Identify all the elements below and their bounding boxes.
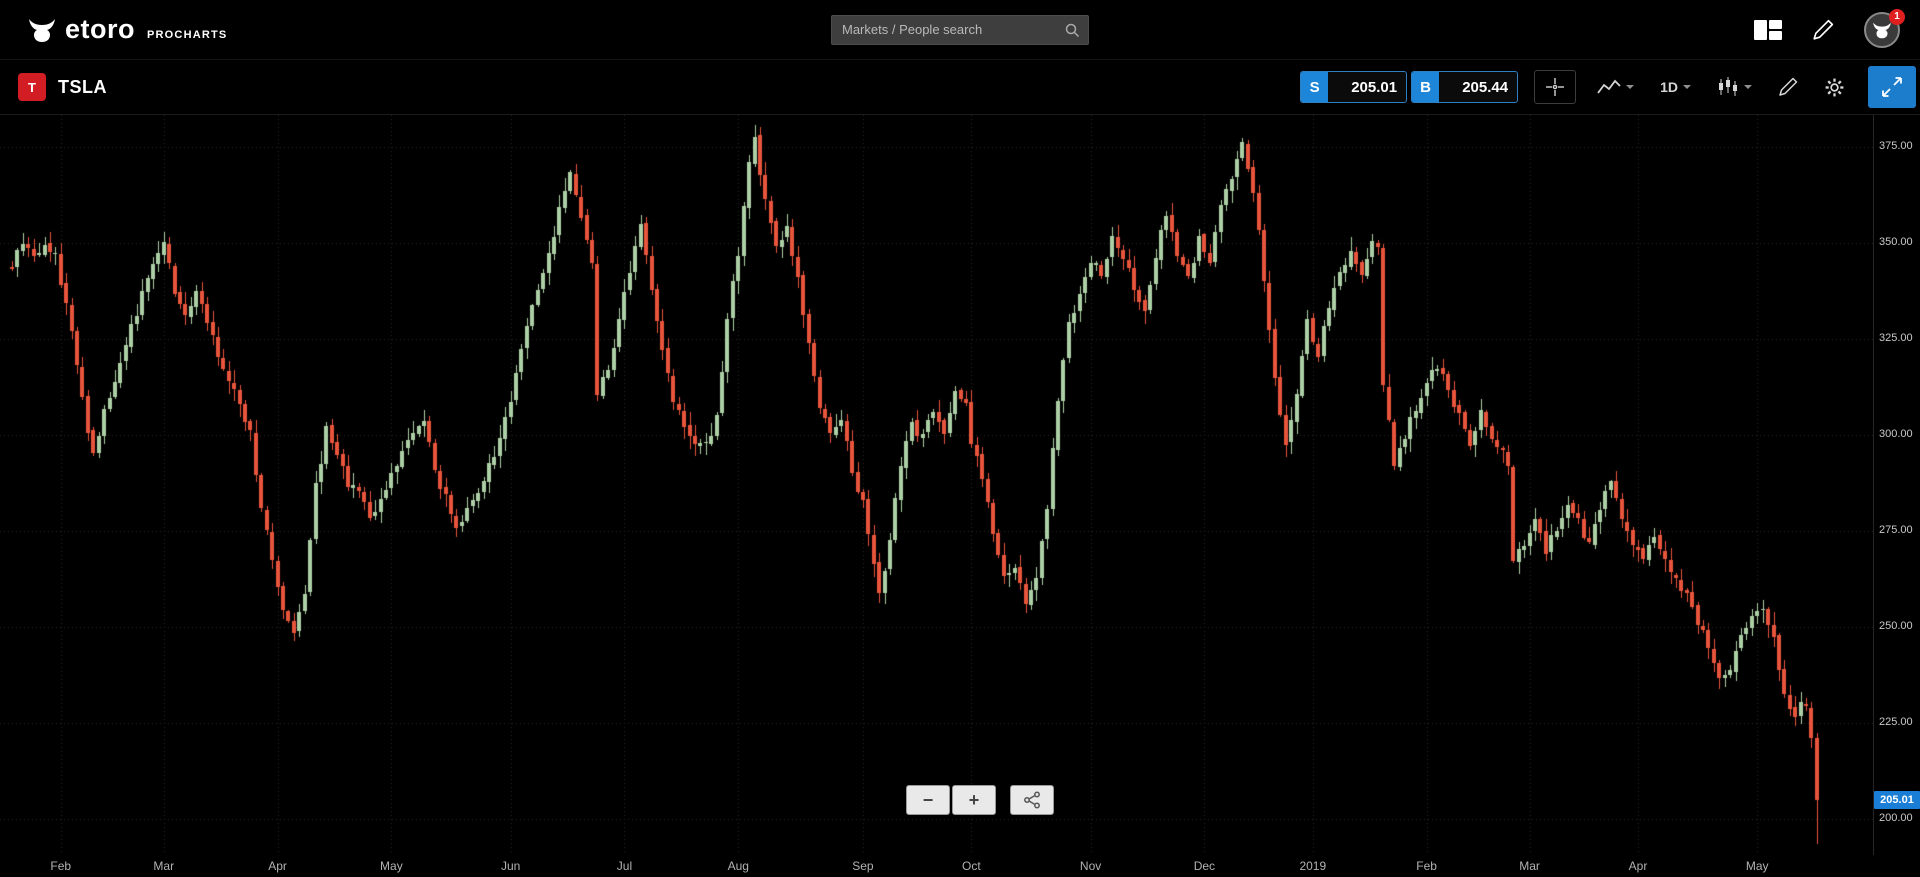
- price-axis-label: 200.00: [1879, 812, 1913, 824]
- time-axis-label: Sep: [852, 859, 874, 873]
- time-axis-label: Mar: [153, 859, 175, 873]
- buy-button[interactable]: B 205.44: [1411, 71, 1519, 103]
- toolbar-actions: S 205.01 B 205.44: [1300, 66, 1920, 108]
- brand-subtitle: PROCHARTS: [147, 29, 228, 41]
- time-axis-label: Nov: [1079, 859, 1102, 873]
- line-chart-icon: [1597, 78, 1621, 96]
- crosshair-button[interactable]: [1534, 70, 1577, 104]
- draw-pencil-icon: [1778, 77, 1798, 97]
- pencil-icon: [1812, 19, 1834, 41]
- time-axis-label: Feb: [50, 859, 72, 873]
- time-axis-label: Oct: [961, 859, 981, 873]
- share-icon: [1023, 791, 1041, 809]
- avatar[interactable]: 1: [1864, 8, 1905, 48]
- time-axis-label: Aug: [727, 859, 749, 873]
- expand-arrows-icon: [1881, 76, 1903, 98]
- time-axis-label: Jun: [500, 859, 521, 873]
- price-axis-label: 325.00: [1879, 332, 1913, 344]
- chevron-down-icon: [1744, 85, 1752, 89]
- timeframe-button[interactable]: 1D: [1655, 75, 1696, 99]
- tsla-logo: T: [18, 73, 46, 101]
- etoro-logo[interactable]: etoro PROCHARTS: [0, 16, 227, 43]
- time-axis-label: Apr: [1628, 859, 1648, 873]
- sell-price: 205.01: [1351, 78, 1398, 96]
- chart-toolbar: T TSLA S 205.01 B 205.44: [0, 59, 1920, 115]
- layout-grid-button[interactable]: [1754, 19, 1782, 40]
- search-input[interactable]: [832, 22, 1064, 37]
- share-button[interactable]: [1010, 785, 1054, 815]
- zoom-in-button[interactable]: +: [952, 785, 996, 815]
- etoro-bull-icon: [26, 17, 58, 43]
- sell-button[interactable]: S 205.01: [1300, 71, 1408, 103]
- zoom-controls: − +: [906, 785, 1054, 815]
- chevron-down-icon: [1626, 85, 1635, 89]
- gear-icon: [1824, 77, 1845, 98]
- buy-letter: B: [1412, 72, 1440, 102]
- tsla-logo-letter: T: [28, 79, 36, 95]
- settings-button[interactable]: [1819, 73, 1850, 102]
- chart-area: 375.00 350.00 325.00 300.00 275.00 250.00 225.…: [0, 115, 1920, 877]
- time-axis-label: Feb: [1416, 859, 1437, 873]
- brand-name: etoro: [65, 14, 135, 44]
- sell-letter: S: [1301, 72, 1329, 102]
- zoom-out-button[interactable]: −: [906, 785, 950, 815]
- topbar-actions: 1: [1754, 8, 1920, 48]
- chevron-down-icon: [1683, 85, 1691, 89]
- expand-button[interactable]: [1868, 66, 1916, 108]
- price-axis-label: 300.00: [1879, 428, 1913, 440]
- crosshair-icon: [1545, 77, 1565, 97]
- time-axis-label: Dec: [1193, 859, 1216, 873]
- time-axis-label: Jul: [616, 859, 633, 873]
- price-axis-label: 375.00: [1879, 140, 1913, 152]
- top-bar: etoro PROCHARTS: [0, 0, 1920, 59]
- time-axis-label: May: [1745, 859, 1769, 873]
- indicators-button[interactable]: [1712, 73, 1757, 101]
- time-axis-label: May: [380, 859, 403, 873]
- layout-grid-icon: [1754, 19, 1782, 40]
- price-axis-label: 225.00: [1879, 716, 1913, 728]
- chart-type-button[interactable]: [1592, 74, 1639, 100]
- price-axis-label: 250.00: [1879, 620, 1913, 632]
- candlestick-chart[interactable]: [0, 115, 1873, 855]
- edit-button[interactable]: [1812, 19, 1834, 41]
- draw-button[interactable]: [1773, 73, 1803, 101]
- notification-badge[interactable]: 1: [1889, 8, 1905, 25]
- search-icon[interactable]: [1064, 22, 1080, 38]
- time-axis-label: Mar: [1519, 859, 1540, 873]
- price-axis-label: 275.00: [1879, 524, 1913, 536]
- timeframe-label: 1D: [1660, 79, 1678, 95]
- buy-price: 205.44: [1462, 78, 1509, 96]
- symbol-title: TSLA: [58, 76, 107, 97]
- last-price-tag: 205.01: [1874, 790, 1920, 809]
- price-axis-label: 350.00: [1879, 236, 1913, 248]
- candles-icon: [1717, 77, 1739, 97]
- time-axis[interactable]: Feb Mar Apr May Jun Jul Aug Sep Oct Nov Dec 2019 Feb…: [0, 855, 1873, 877]
- time-axis-label: Apr: [268, 859, 287, 873]
- search-box[interactable]: [831, 14, 1089, 45]
- price-axis[interactable]: 375.00 350.00 325.00 300.00 275.00 250.00 225.…: [1873, 115, 1920, 855]
- time-axis-label: 2019: [1299, 859, 1327, 873]
- avatar-bull-icon: [1871, 21, 1893, 39]
- trade-buttons: S 205.01 B 205.44: [1300, 71, 1519, 103]
